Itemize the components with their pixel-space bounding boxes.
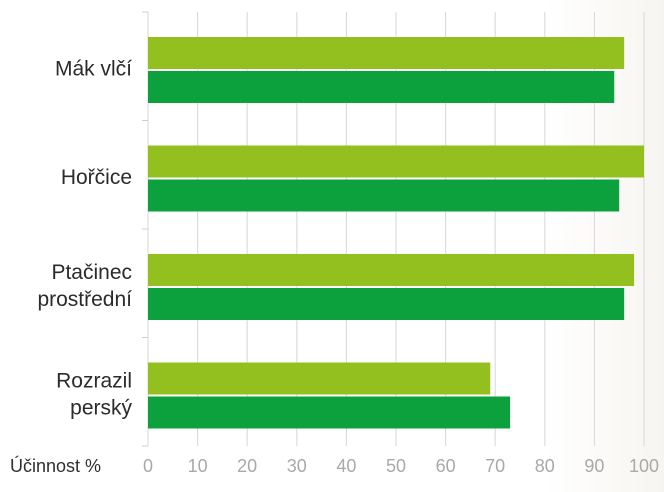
category-label-line: prostřední [37, 288, 132, 311]
bar-series-2-cat-3 [148, 288, 625, 320]
x-tick-label: 50 [386, 456, 406, 476]
bar-series-1-cat-2 [148, 145, 644, 178]
x-tick-label: 40 [336, 456, 356, 476]
bar-series-1-cat-3 [148, 254, 635, 286]
category-label: Rozrazil perský [56, 370, 132, 420]
bar-series-2-cat-2 [148, 179, 620, 212]
x-tick-label: 90 [584, 456, 604, 476]
x-tick-label: 100 [629, 456, 659, 476]
bar-series-2-cat-1 [148, 71, 615, 103]
category-label-line: perský [70, 397, 132, 420]
x-tick-labels: 0 10 20 30 40 50 60 70 80 90 100 [143, 456, 659, 476]
x-axis-title: Účinnost % [10, 455, 101, 476]
bars [148, 37, 644, 429]
category-label-line: Rozrazil [56, 370, 132, 393]
x-tick-label: 60 [436, 456, 456, 476]
bar-series-1-cat-1 [148, 37, 625, 69]
category-label: Hořčice [61, 166, 132, 189]
bar-series-1-cat-4 [148, 362, 491, 395]
x-tick-label: 0 [143, 456, 153, 476]
x-tick-label: 20 [237, 456, 257, 476]
category-label-line: Ptačinec [51, 261, 132, 284]
category-label-line: Mák vlčí [55, 58, 132, 81]
x-tick-label: 10 [188, 456, 208, 476]
category-label-line: Hořčice [61, 166, 132, 189]
category-label: Mák vlčí [55, 58, 132, 81]
x-tick-label: 30 [287, 456, 307, 476]
category-labels: Mák vlčí Hořčice Ptačinec prostřední Rozrazi… [37, 58, 132, 420]
bar-series-2-cat-4 [148, 396, 511, 429]
x-tick-label: 80 [535, 456, 555, 476]
category-label: Ptačinec prostřední [37, 261, 132, 311]
x-tick-label: 70 [485, 456, 505, 476]
